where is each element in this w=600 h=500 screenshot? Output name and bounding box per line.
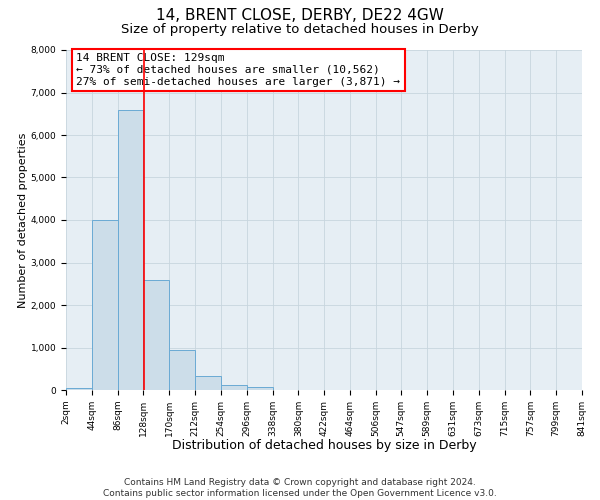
Text: Contains HM Land Registry data © Crown copyright and database right 2024.
Contai: Contains HM Land Registry data © Crown c… (103, 478, 497, 498)
Bar (221, 385, 247, 390)
Bar (118, 110, 143, 390)
Text: Size of property relative to detached houses in Derby: Size of property relative to detached ho… (121, 22, 479, 36)
X-axis label: Distribution of detached houses by size in Derby: Distribution of detached houses by size … (172, 439, 476, 452)
Bar (169, 350, 195, 390)
Bar (247, 386, 272, 390)
Bar (92, 220, 118, 390)
Bar (143, 280, 169, 390)
Text: 14, BRENT CLOSE, DERBY, DE22 4GW: 14, BRENT CLOSE, DERBY, DE22 4GW (156, 8, 444, 22)
Bar (195, 376, 221, 390)
Bar (66, 388, 92, 390)
Y-axis label: Number of detached properties: Number of detached properties (18, 132, 28, 308)
Text: 14 BRENT CLOSE: 129sqm
← 73% of detached houses are smaller (10,562)
27% of semi: 14 BRENT CLOSE: 129sqm ← 73% of detached… (76, 54, 400, 86)
